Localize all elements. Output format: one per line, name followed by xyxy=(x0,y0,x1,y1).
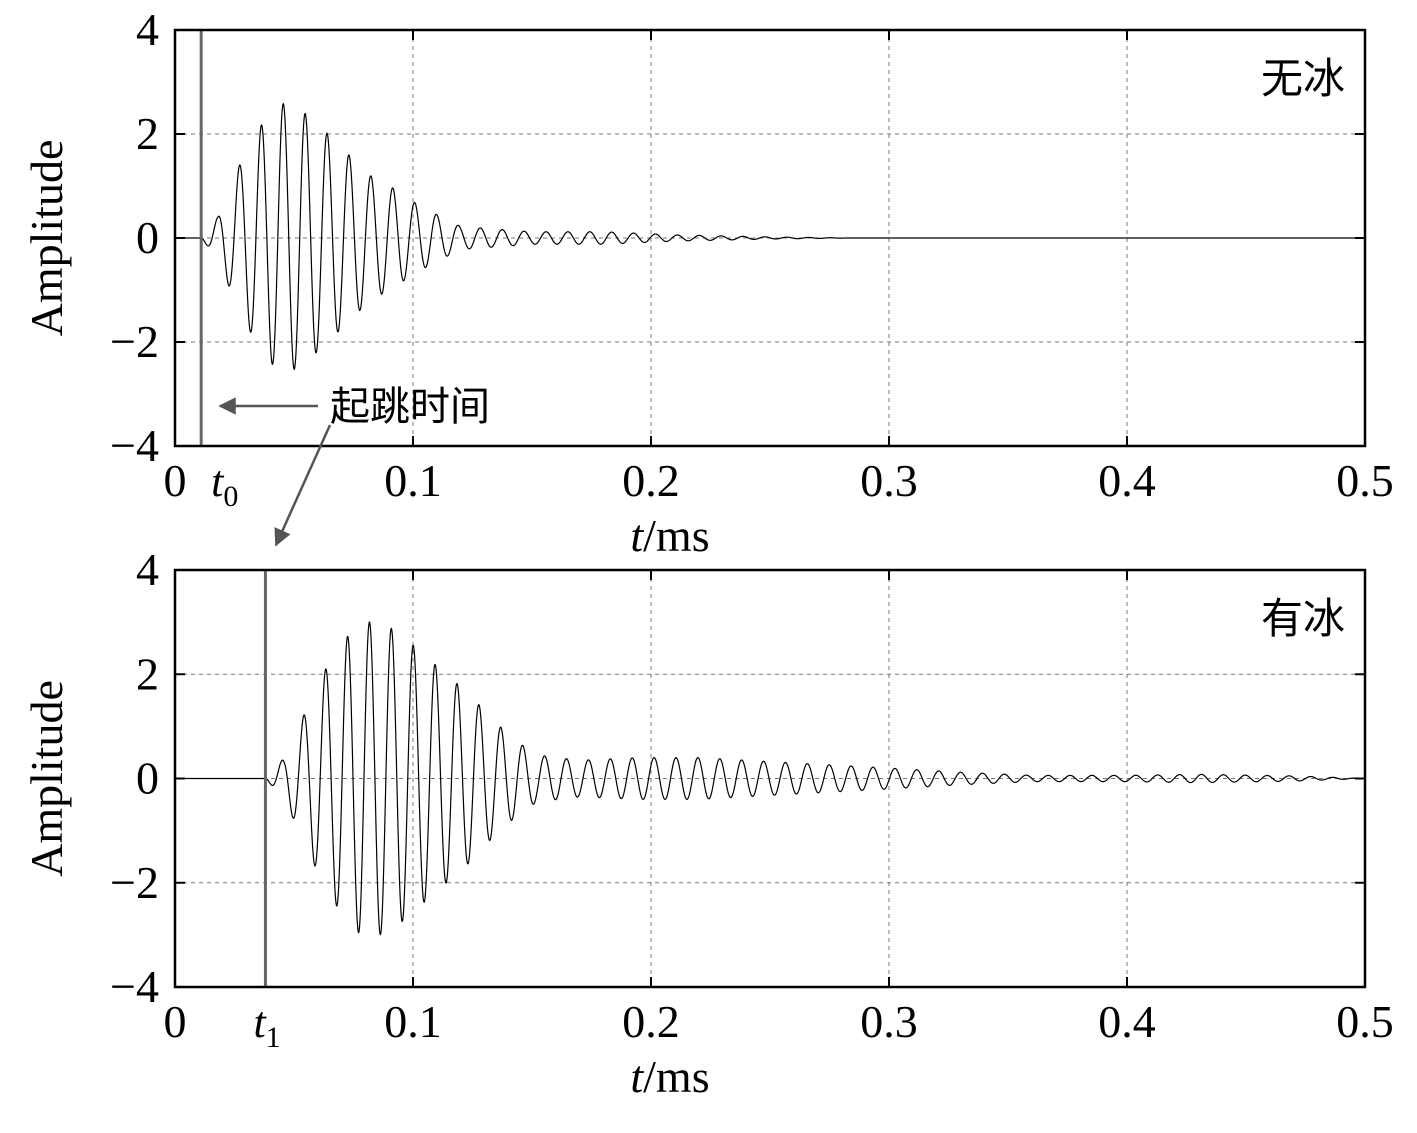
annotation-arrow-down xyxy=(274,424,332,547)
annotation-text: 起跳时间 xyxy=(330,384,490,430)
onset-annotation: 起跳时间 xyxy=(218,384,490,547)
x-tick-label: 0.5 xyxy=(1336,996,1394,1047)
y-tick-label: 0 xyxy=(136,212,159,263)
y-axis-label: Amplitude xyxy=(21,680,72,877)
x-axis-label: t/ms xyxy=(630,510,709,561)
x-tick-label: 0.2 xyxy=(622,996,680,1047)
y-tick-labels: 4 2 0 −2 −4 xyxy=(110,544,159,1012)
waveform-trace xyxy=(175,621,1366,936)
y-tick-label: −4 xyxy=(110,420,159,471)
waveform-trace xyxy=(175,102,1365,371)
top-panel: 420−2−4 0 0.1 0.2 0.3 0.4 0.5 Amplitude t/ms … xyxy=(21,4,1394,561)
panel-label: 有冰 xyxy=(1261,594,1345,643)
y-tick-label: −2 xyxy=(110,857,159,908)
y-axis-label: Amplitude xyxy=(21,140,72,337)
x-axis-label: t/ms xyxy=(630,1051,709,1102)
x-tick-label: 0.3 xyxy=(860,455,918,506)
x-tick-labels: 0 0.1 0.2 0.3 0.4 0.5 xyxy=(164,996,1394,1047)
x-tick-label: 0.4 xyxy=(1098,996,1156,1047)
y-tick-label: 2 xyxy=(136,108,159,159)
y-tick-label: −2 xyxy=(110,316,159,367)
x-tick-label: 0.2 xyxy=(622,455,680,506)
y-tick-labels: 4 2 0 −2 −4 xyxy=(110,4,159,471)
x-tick-label: 0.1 xyxy=(384,996,442,1047)
x-tick-label: 0.1 xyxy=(384,455,442,506)
y-tick-label: 4 xyxy=(136,544,159,595)
y-tick-label: 4 xyxy=(136,4,159,55)
x-tick-label: 0 xyxy=(164,996,187,1047)
bottom-panel: 420−2−4 0 0.1 0.2 0.3 0.4 0.5 Amplitude t/ms … xyxy=(21,544,1394,1102)
y-tick-label: 0 xyxy=(136,753,159,804)
onset-marker-label: t0 xyxy=(211,457,238,513)
y-tick-label: −4 xyxy=(110,961,159,1012)
y-tick-label: 2 xyxy=(136,648,159,699)
x-tick-label: 0.3 xyxy=(860,996,918,1047)
tick-marks xyxy=(174,29,1366,447)
onset-marker-label: t1 xyxy=(253,998,280,1054)
panel-label: 无冰 xyxy=(1261,54,1345,103)
x-tick-label: 0.4 xyxy=(1098,455,1156,506)
x-tick-label: 0.5 xyxy=(1336,455,1394,506)
x-tick-labels: 0 0.1 0.2 0.3 0.4 0.5 xyxy=(164,455,1394,506)
x-tick-label: 0 xyxy=(164,455,187,506)
tick-marks xyxy=(174,569,1366,988)
